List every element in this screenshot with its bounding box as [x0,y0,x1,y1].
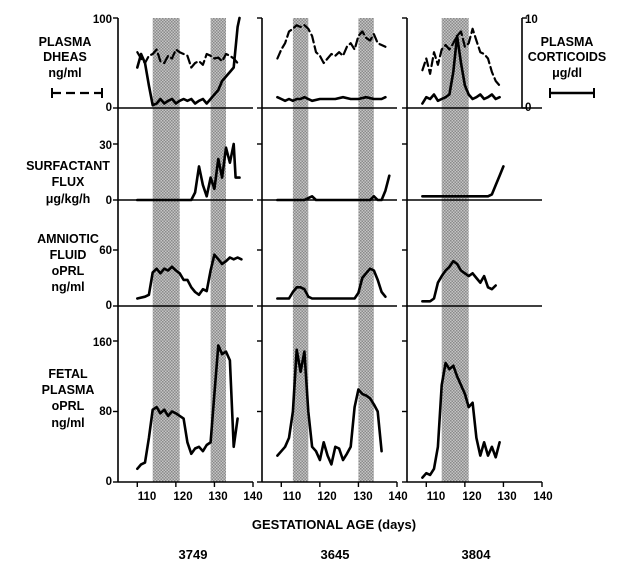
xtick-c2-110: 110 [283,491,302,503]
series-fetal-oprl-2 [276,348,383,466]
series-amniotic-oprl-1 [136,253,243,300]
shaded-interval-2-1 [292,18,309,482]
series-dheas-3 [421,27,501,87]
series-dheas-2 [276,24,387,65]
row-label-dheas-2: DHEAS [43,50,87,64]
row-label-corticoids-1: PLASMA [541,35,594,49]
series-corticoids-2 [276,95,387,103]
row-label-amniotic-3: oPRL [52,264,85,278]
series-corticoids-3 [421,34,501,105]
xtick-c3-110: 110 [427,491,446,503]
series-amniotic-oprl-3 [421,259,497,303]
ytick-amniotic-max: 60 [99,245,112,257]
row-label-corticoids-3: μg/dl [552,66,582,80]
data-layer [136,16,505,479]
xtick-c3-120: 120 [462,491,481,503]
row-label-surfactant-2: FLUX [52,175,85,189]
ytick-dheas-max: 100 [93,14,112,26]
shading-layer [152,18,469,482]
animal-label-2: 3645 [321,547,350,562]
row-label-amniotic-1: AMNIOTIC [37,232,99,246]
ytick-dheas-zero: 0 [106,102,112,114]
xtick-c2-140: 140 [388,491,407,503]
ytick-corticoids-zero: 0 [525,102,531,114]
xtick-c1-140: 140 [243,491,262,503]
xtick-c1-110: 110 [138,491,157,503]
row-label-amniotic-2: FLUID [50,248,87,262]
series-fetal-oprl-3 [421,361,501,479]
row-label-fetal-3: oPRL [52,399,85,413]
ytick-fetal-mid: 80 [99,406,112,418]
animal-label-3: 3804 [462,547,492,562]
shaded-interval-2-2 [358,18,374,482]
row-label-dheas-3: ng/ml [48,66,81,80]
row-label-amniotic-4: ng/ml [51,280,84,294]
series-surfactant-3 [421,165,505,198]
shaded-interval-1-1 [152,18,180,482]
xtick-c1-120: 120 [173,491,192,503]
series-fetal-oprl-1 [136,344,239,471]
ytick-amniotic-zero: 0 [106,300,112,312]
xtick-c3-140: 140 [533,491,552,503]
ytick-surfactant-zero: 0 [106,195,112,207]
shaded-interval-1-2 [210,18,226,482]
row-label-fetal-1: FETAL [48,367,88,381]
series-amniotic-oprl-2 [276,267,387,300]
animal-label-1: 3749 [179,547,208,562]
row-label-dheas-1: PLASMA [39,35,92,49]
xtick-c3-130: 130 [497,491,516,503]
series-corticoids-1 [136,16,241,107]
x-axis-label: GESTATIONAL AGE (days) [252,517,416,532]
row-label-corticoids-2: CORTICOIDS [528,50,606,64]
ytick-surfactant-max: 30 [99,140,112,152]
series-dheas-1 [136,48,239,69]
xtick-c2-130: 130 [353,491,372,503]
ytick-corticoids-max: 10 [525,14,538,26]
row-label-fetal-2: PLASMA [42,383,95,397]
row-label-fetal-4: ng/ml [51,416,84,430]
ytick-fetal-max: 160 [93,337,112,349]
xtick-c2-120: 120 [317,491,336,503]
row-label-surfactant-3: μg/kg/h [46,192,90,206]
row-label-surfactant-1: SURFACTANT [26,159,110,173]
ytick-fetal-zero: 0 [106,476,112,488]
axis-layer [113,17,543,487]
xtick-c1-130: 130 [208,491,227,503]
